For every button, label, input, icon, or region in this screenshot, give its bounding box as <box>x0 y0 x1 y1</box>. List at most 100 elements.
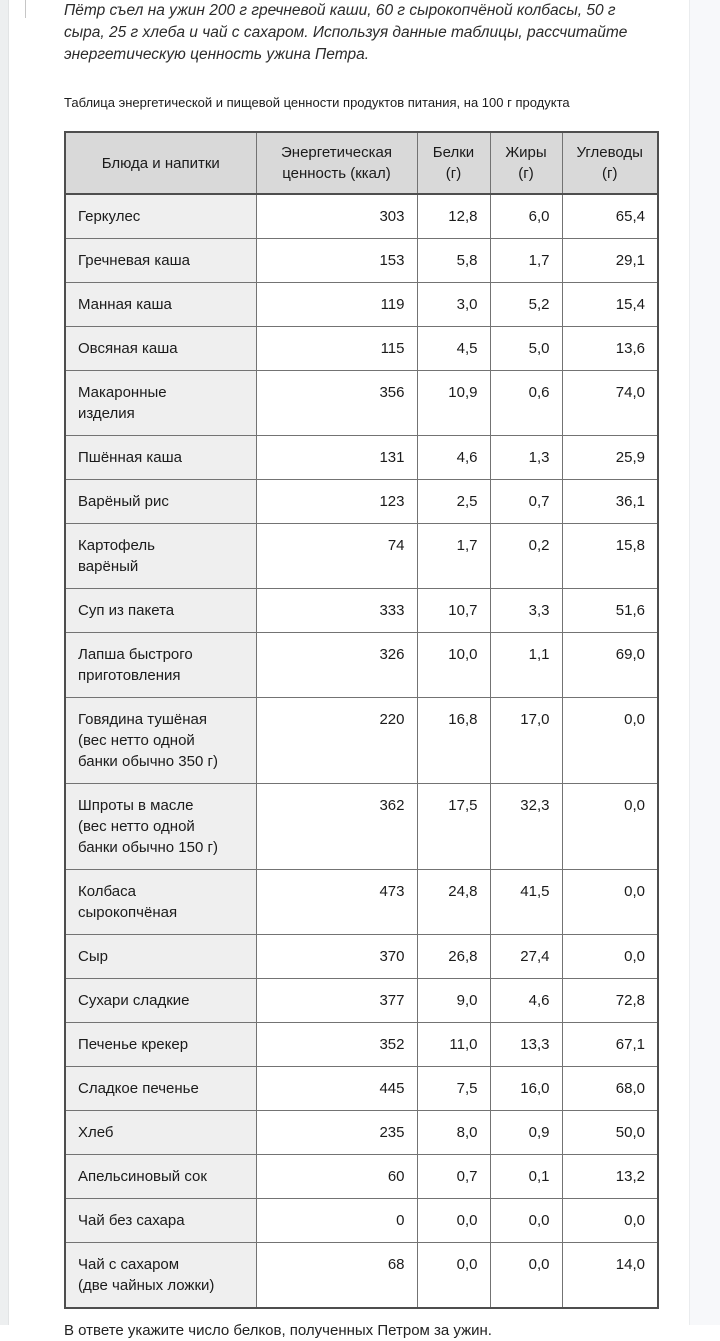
column-header-3: Жиры (г) <box>489 131 563 195</box>
protein-cell: 0,0 <box>416 1242 491 1309</box>
table-row: Геркулес 303 12,8 6,0 65,4 <box>64 193 659 239</box>
table-header: Блюда и напитки Энергетическая ценность (… <box>64 131 659 195</box>
protein-cell: 7,5 <box>416 1066 491 1111</box>
carbs-cell: 29,1 <box>561 238 659 283</box>
fat-cell: 0,7 <box>489 479 563 524</box>
carbs-cell: 0,0 <box>561 934 659 979</box>
carbs-cell: 0,0 <box>561 1198 659 1243</box>
table-row: Пшённая каша 131 4,6 1,3 25,9 <box>64 435 659 480</box>
table-row: Варёный рис 123 2,5 0,7 36,1 <box>64 479 659 524</box>
fat-cell: 0,9 <box>489 1110 563 1155</box>
kcal-cell: 153 <box>255 238 418 283</box>
fat-cell: 1,3 <box>489 435 563 480</box>
protein-cell: 24,8 <box>416 869 491 935</box>
name-cell: Манная каша <box>64 282 257 327</box>
scrollbar-track[interactable] <box>689 0 720 1325</box>
name-cell: Чай без сахара <box>64 1198 257 1243</box>
table-row: Гречневая каша 153 5,8 1,7 29,1 <box>64 238 659 283</box>
fat-cell: 0,1 <box>489 1154 563 1199</box>
table-row: Макаронные изделия 356 10,9 0,6 74,0 <box>64 370 659 436</box>
table-row: Печенье крекер 352 11,0 13,3 67,1 <box>64 1022 659 1067</box>
carbs-cell: 13,2 <box>561 1154 659 1199</box>
kcal-cell: 131 <box>255 435 418 480</box>
protein-cell: 17,5 <box>416 783 491 870</box>
kcal-cell: 356 <box>255 370 418 436</box>
kcal-cell: 362 <box>255 783 418 870</box>
protein-cell: 12,8 <box>416 193 491 239</box>
protein-cell: 0,7 <box>416 1154 491 1199</box>
table-row: Сыр 370 26,8 27,4 0,0 <box>64 934 659 979</box>
fat-cell: 17,0 <box>489 697 563 784</box>
name-cell: Сыр <box>64 934 257 979</box>
fat-cell: 0,6 <box>489 370 563 436</box>
name-cell: Пшённая каша <box>64 435 257 480</box>
protein-cell: 2,5 <box>416 479 491 524</box>
fat-cell: 16,0 <box>489 1066 563 1111</box>
kcal-cell: 352 <box>255 1022 418 1067</box>
name-cell: Чай с сахаром (две чайных ложки) <box>64 1242 257 1309</box>
carbs-cell: 69,0 <box>561 632 659 698</box>
carbs-cell: 14,0 <box>561 1242 659 1309</box>
table-row: Манная каша 119 3,0 5,2 15,4 <box>64 282 659 327</box>
kcal-cell: 115 <box>255 326 418 371</box>
carbs-cell: 67,1 <box>561 1022 659 1067</box>
fat-cell: 0,0 <box>489 1242 563 1309</box>
kcal-cell: 74 <box>255 523 418 589</box>
fat-cell: 0,0 <box>489 1198 563 1243</box>
carbs-cell: 51,6 <box>561 588 659 633</box>
fat-cell: 13,3 <box>489 1022 563 1067</box>
fat-cell: 1,7 <box>489 238 563 283</box>
protein-cell: 10,7 <box>416 588 491 633</box>
kcal-cell: 123 <box>255 479 418 524</box>
name-cell: Апельсиновый сок <box>64 1154 257 1199</box>
name-cell: Сухари сладкие <box>64 978 257 1023</box>
name-cell: Говядина тушёная (вес нетто одной банки … <box>64 697 257 784</box>
carbs-cell: 13,6 <box>561 326 659 371</box>
name-cell: Колбаса сырокопчёная <box>64 869 257 935</box>
carbs-cell: 25,9 <box>561 435 659 480</box>
table-caption: Таблица энергетической и пищевой ценност… <box>64 95 570 110</box>
name-cell: Шпроты в масле (вес нетто одной банки об… <box>64 783 257 870</box>
kcal-cell: 68 <box>255 1242 418 1309</box>
column-header-4: Углеводы (г) <box>561 131 659 195</box>
carbs-cell: 72,8 <box>561 978 659 1023</box>
column-header-1: Энергетическая ценность (ккал) <box>255 131 418 195</box>
name-cell: Картофель варёный <box>64 523 257 589</box>
kcal-cell: 220 <box>255 697 418 784</box>
table-body: Геркулес 303 12,8 6,0 65,4 Гречневая каша 153 5… <box>64 193 659 1309</box>
carbs-cell: 36,1 <box>561 479 659 524</box>
fat-cell: 32,3 <box>489 783 563 870</box>
name-cell: Сладкое печенье <box>64 1066 257 1111</box>
table-row: Картофель варёный 74 1,7 0,2 15,8 <box>64 523 659 589</box>
header-row: Блюда и напитки Энергетическая ценность (… <box>64 131 659 195</box>
fat-cell: 4,6 <box>489 978 563 1023</box>
protein-cell: 8,0 <box>416 1110 491 1155</box>
protein-cell: 0,0 <box>416 1198 491 1243</box>
fat-cell: 0,2 <box>489 523 563 589</box>
name-cell: Суп из пакета <box>64 588 257 633</box>
name-cell: Лапша быстрого приготовления <box>64 632 257 698</box>
question-text: Пётр съел на ужин 200 г гречневой каши, … <box>64 2 628 63</box>
name-cell: Овсяная каша <box>64 326 257 371</box>
kcal-cell: 235 <box>255 1110 418 1155</box>
carbs-cell: 0,0 <box>561 869 659 935</box>
fat-cell: 41,5 <box>489 869 563 935</box>
name-cell: Геркулес <box>64 193 257 239</box>
carbs-cell: 0,0 <box>561 783 659 870</box>
fat-cell: 5,0 <box>489 326 563 371</box>
protein-cell: 16,8 <box>416 697 491 784</box>
name-cell: Хлеб <box>64 1110 257 1155</box>
fat-cell: 6,0 <box>489 193 563 239</box>
name-cell: Варёный рис <box>64 479 257 524</box>
carbs-cell: 50,0 <box>561 1110 659 1155</box>
carbs-cell: 65,4 <box>561 193 659 239</box>
table-row: Шпроты в масле (вес нетто одной банки об… <box>64 783 659 870</box>
kcal-cell: 377 <box>255 978 418 1023</box>
kcal-cell: 0 <box>255 1198 418 1243</box>
table-row: Чай с сахаром (две чайных ложки) 68 0,0 0,0… <box>64 1242 659 1309</box>
table-row: Суп из пакета 333 10,7 3,3 51,6 <box>64 588 659 633</box>
protein-cell: 4,6 <box>416 435 491 480</box>
kcal-cell: 60 <box>255 1154 418 1199</box>
top-left-border-remnant <box>25 0 26 18</box>
carbs-cell: 0,0 <box>561 697 659 784</box>
